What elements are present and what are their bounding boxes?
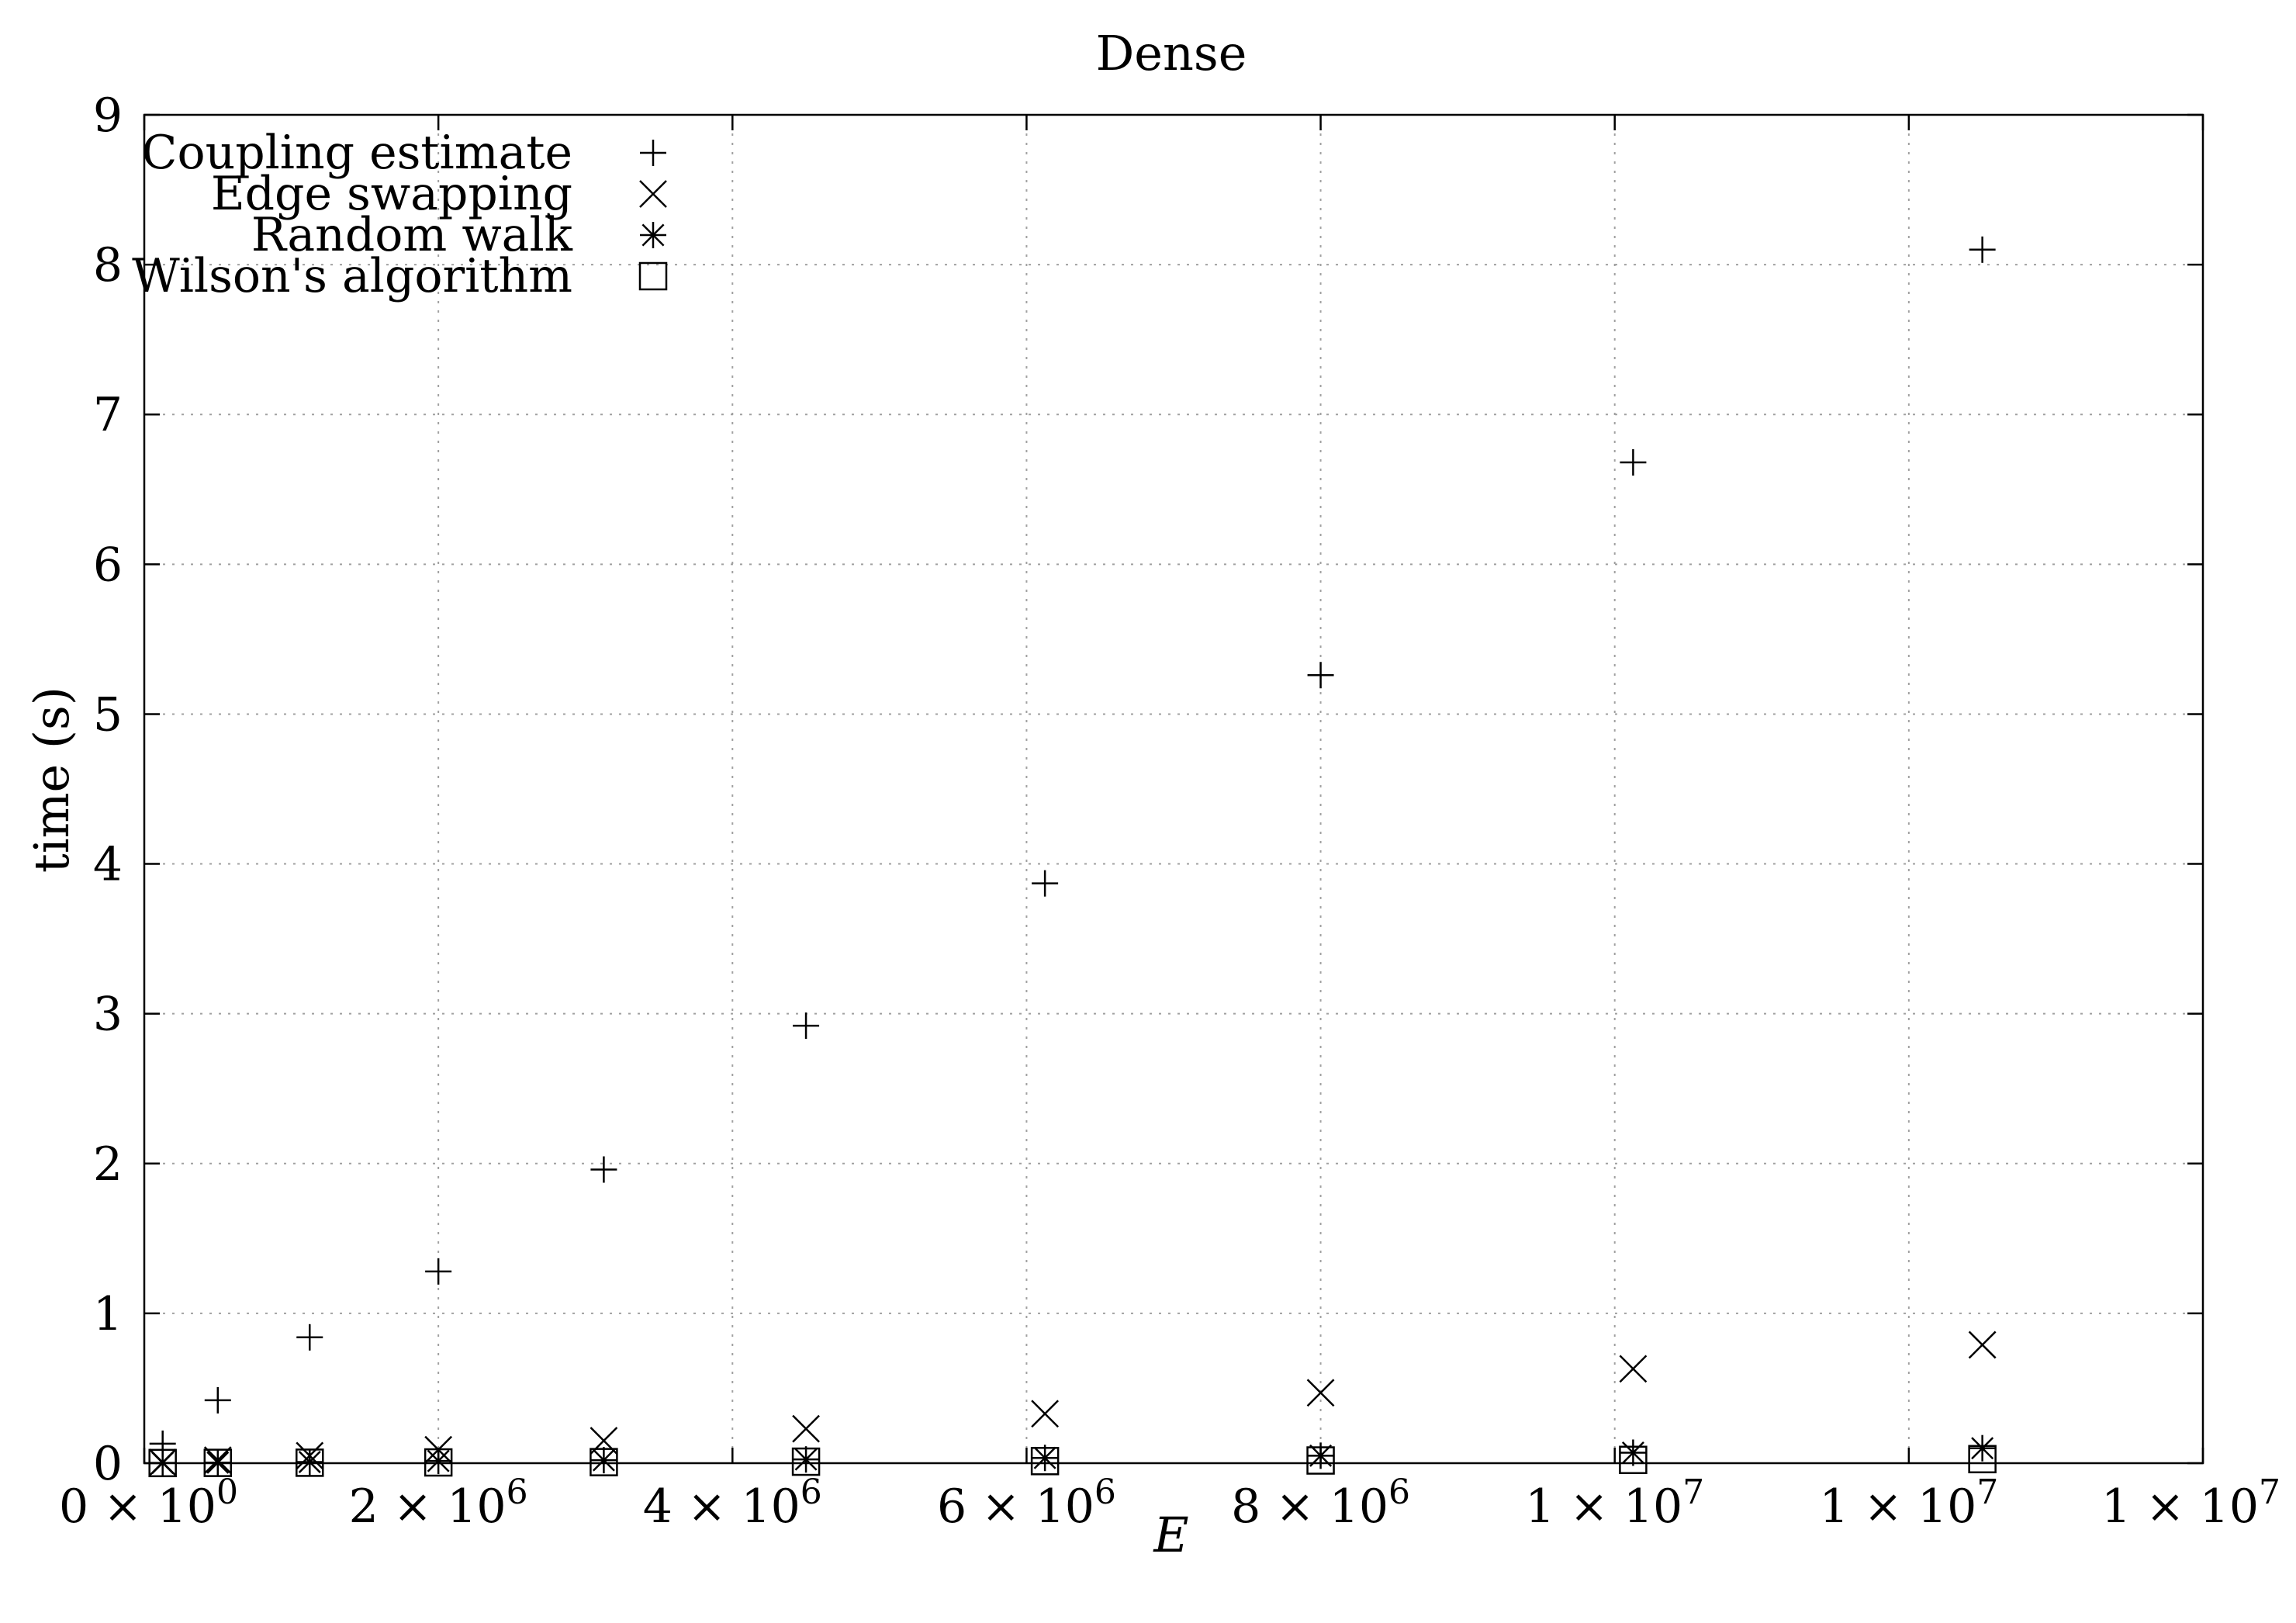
edge-swapping-point	[1031, 1400, 1060, 1428]
legend-label-wilson-s-algorithm: Wilson's algorithm	[132, 249, 572, 303]
chart-title: Dense	[1096, 25, 1247, 81]
legend-label-random-walk: Random walk	[251, 208, 573, 262]
x-axis-title: E	[1153, 1507, 1188, 1563]
legend-marker-wilson-s-algorithm	[638, 261, 668, 291]
y-tick-label: 4	[93, 838, 123, 892]
edge-swapping-point	[1968, 1331, 1997, 1359]
coupling-estimate-point	[204, 1386, 231, 1414]
wilson-s-algorithm-point	[1030, 1447, 1060, 1476]
y-axis-title: time (s)	[23, 687, 80, 873]
random-walk-point	[296, 1448, 323, 1476]
edge-swapping-point	[1306, 1379, 1335, 1407]
wilson-s-algorithm-point	[791, 1447, 821, 1476]
y-tick-labels: 0 1 2 3 4 5 6 7 8 9	[93, 88, 123, 1491]
legend-marker-random-walk	[640, 222, 666, 248]
wilson-s-algorithm-point	[1306, 1446, 1335, 1475]
random-walk-point	[793, 1446, 820, 1473]
random-walk-point	[1620, 1439, 1647, 1466]
coupling-estimate-point	[1032, 870, 1059, 897]
random-walk-point	[425, 1448, 452, 1475]
y-tick-label: 1	[93, 1287, 123, 1341]
x-tick-label: 1 × 107	[1819, 1472, 1998, 1534]
y-tick-label: 5	[93, 687, 123, 742]
coupling-estimate-point	[1307, 662, 1334, 689]
x-tick-label: 6 × 106	[937, 1472, 1116, 1534]
x-tick-label: 1 × 107	[1525, 1472, 1704, 1534]
legend-marker-edge-swapping	[639, 180, 667, 208]
plot-frame	[143, 113, 2204, 1465]
x-tick-label: 4 × 106	[643, 1472, 822, 1534]
coupling-estimate-point	[296, 1324, 323, 1351]
coupling-estimate-point	[1969, 236, 1996, 263]
random-walk-point	[1969, 1434, 1996, 1462]
grid-lines	[144, 115, 2203, 1463]
y-tick-label: 6	[93, 538, 123, 592]
coupling-estimate-point	[793, 1012, 820, 1040]
x-tick-labels: 0 × 100 2 × 106 4 × 106 6 × 106 8 × 106 1 × 1…	[59, 1472, 2280, 1534]
coupling-estimate-point	[1620, 449, 1647, 476]
legend-label-edge-swapping: Edge swapping	[211, 167, 572, 221]
random-walk-point	[1032, 1445, 1059, 1472]
edge-swapping-point	[792, 1414, 820, 1443]
edge-swapping-point	[1619, 1355, 1648, 1383]
x-tick-label: 2 × 106	[349, 1472, 528, 1534]
y-tick-label: 0	[93, 1437, 123, 1491]
legend-marker-coupling-estimate	[640, 140, 666, 166]
y-tick-label: 2	[93, 1137, 123, 1192]
y-tick-label: 3	[93, 988, 123, 1042]
x-tick-label: 8 × 106	[1231, 1472, 1410, 1534]
y-tick-label: 7	[93, 388, 123, 442]
legend-label-coupling-estimate: Coupling estimate	[142, 126, 572, 180]
y-tick-label: 9	[93, 88, 123, 143]
random-walk-point	[590, 1447, 617, 1474]
wilson-s-algorithm-point	[1968, 1445, 1997, 1474]
wilson-s-algorithm-point	[590, 1448, 618, 1476]
x-tick-label: 0 × 100	[59, 1472, 238, 1534]
y-tick-label: 8	[93, 238, 123, 292]
coupling-estimate-point	[590, 1156, 617, 1183]
wilson-s-algorithm-point	[1619, 1445, 1648, 1475]
coupling-estimate-point	[425, 1258, 452, 1285]
x-tick-label: 1 × 107	[2101, 1472, 2280, 1534]
